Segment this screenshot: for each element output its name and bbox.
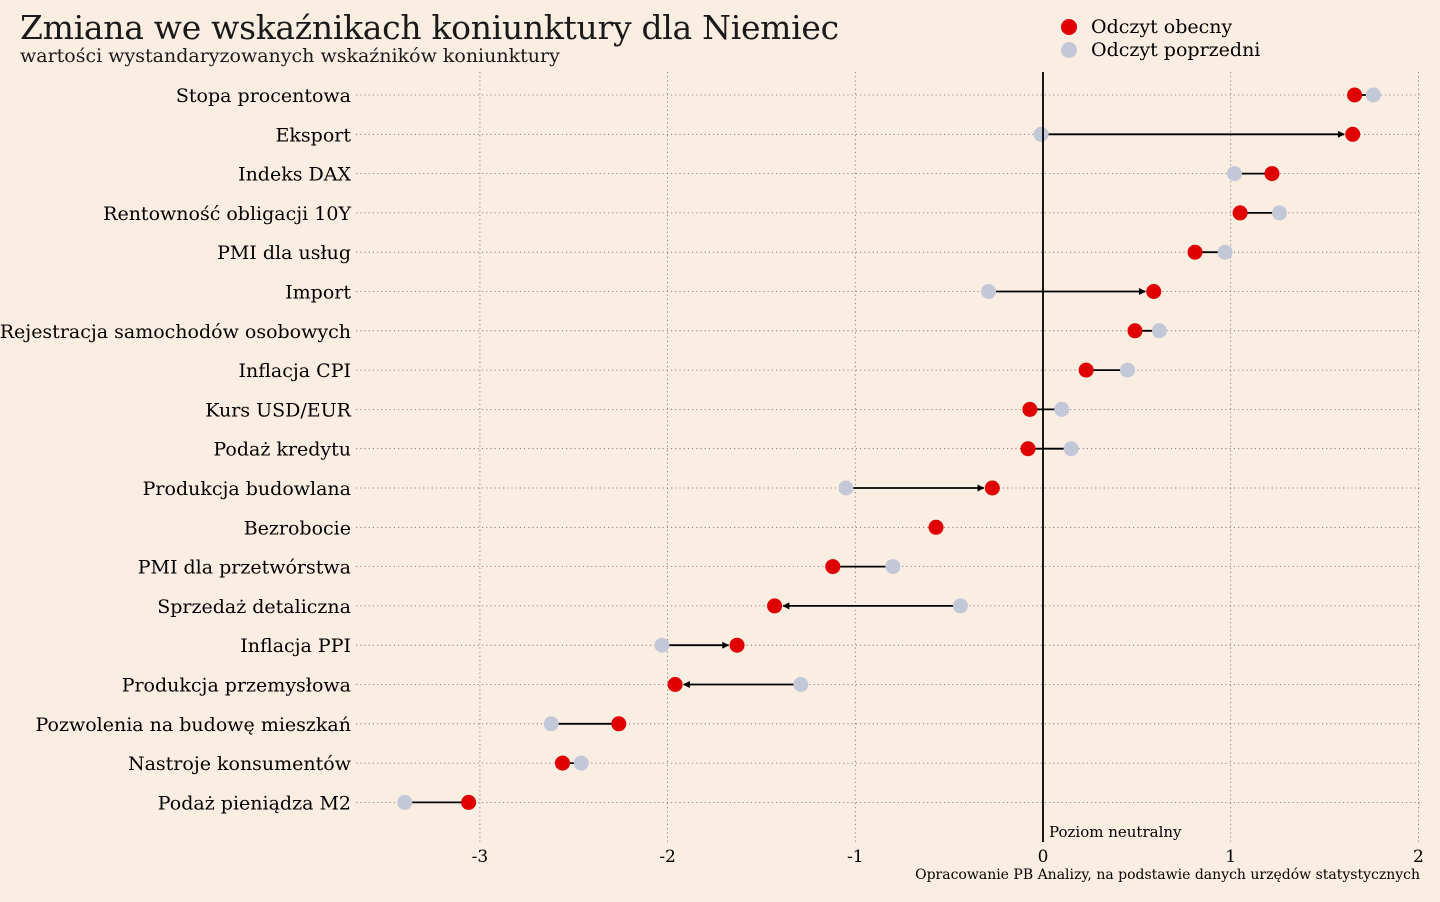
x-axis: -3 -2 -1 0 1 2 (472, 72, 1424, 867)
category-label: PMI dla usług (217, 242, 351, 264)
category-label: Sprzedaż detaliczna (157, 596, 351, 618)
category-label: Nastroje konsumentów (128, 753, 352, 775)
current-reading-point (984, 480, 1000, 496)
category-label: Podaż kredytu (213, 439, 351, 461)
x-tick-label: 2 (1413, 847, 1424, 867)
previous-reading-point (1272, 205, 1288, 221)
current-reading-point (461, 794, 477, 810)
current-reading-point (825, 559, 841, 575)
current-reading-point (1264, 166, 1280, 182)
category-label: Inflacja PPI (240, 635, 351, 657)
x-tick-label: 0 (1038, 847, 1049, 867)
category-label: Pozwolenia na budowę mieszkań (36, 714, 352, 736)
current-reading-point (729, 637, 745, 653)
current-reading-point (611, 716, 627, 732)
category-label: Rentowność obligacji 10Y (103, 203, 351, 225)
category-label: Podaż pieniądza M2 (158, 792, 351, 814)
category-label: Bezrobocie (244, 517, 351, 539)
current-reading-point (1345, 126, 1361, 142)
category-labels: Stopa procentowa Eksport Indeks DAX Rentown… (0, 85, 352, 814)
category-label: Produkcja budowlana (143, 478, 351, 500)
category-label: Indeks DAX (238, 164, 351, 186)
previous-reading-point (838, 480, 854, 496)
source-note: Opracowanie PB Analizy, na podstawie dan… (915, 867, 1420, 883)
previous-reading-point (543, 716, 559, 732)
x-tick-label: -1 (847, 847, 864, 867)
current-reading-point (554, 755, 570, 771)
previous-reading-point (1033, 126, 1049, 142)
current-reading-point (1020, 441, 1036, 457)
legend-previous-marker (1061, 42, 1077, 58)
previous-reading-point (1151, 323, 1167, 339)
previous-reading-point (1226, 166, 1242, 182)
grid (356, 72, 1420, 842)
category-label: PMI dla przetwórstwa (138, 557, 351, 579)
legend-current-label: Odczyt obecny (1091, 16, 1233, 38)
category-label: Stopa procentowa (176, 85, 351, 107)
legend-previous-label: Odczyt poprzedni (1091, 39, 1260, 61)
previous-reading-point (1054, 401, 1070, 417)
category-label: Kurs USD/EUR (205, 399, 351, 421)
current-reading-point (1078, 362, 1094, 378)
category-label: Eksport (276, 124, 352, 146)
legend: Odczyt obecny Odczyt poprzedni (1061, 16, 1260, 61)
current-reading-point (1127, 323, 1143, 339)
previous-reading-point (1365, 87, 1381, 103)
current-reading-point (767, 598, 783, 614)
previous-reading-point (573, 755, 589, 771)
legend-current-marker (1061, 19, 1077, 35)
previous-reading-point (654, 637, 670, 653)
previous-reading-point (1217, 244, 1233, 260)
chart-subtitle: wartości wystandaryzowanych wskaźników k… (20, 45, 560, 67)
previous-reading-point (1119, 362, 1135, 378)
current-reading-point (1146, 284, 1162, 299)
current-reading-point (667, 677, 683, 692)
category-label: Produkcja przemysłowa (122, 675, 351, 697)
current-reading-point (1347, 87, 1363, 103)
neutral-level-label: Poziom neutralny (1049, 823, 1182, 841)
previous-reading-point (885, 559, 901, 575)
chart-title: Zmiana we wskaźnikach koniunktury dla Ni… (20, 8, 839, 47)
x-tick-label: -2 (659, 847, 676, 867)
current-reading-point (928, 519, 944, 535)
category-label: Inflacja CPI (239, 360, 351, 382)
previous-reading-point (397, 794, 413, 810)
current-reading-point (1022, 401, 1038, 417)
x-tick-label: -3 (472, 847, 489, 867)
data-marks (397, 87, 1381, 810)
current-reading-point (1232, 205, 1248, 221)
category-label: Import (285, 282, 351, 304)
previous-reading-point (1063, 441, 1079, 457)
previous-reading-point (981, 284, 997, 299)
x-tick-label: 1 (1225, 847, 1236, 867)
category-label: Rejestracja samochodów osobowych (0, 321, 351, 343)
current-reading-point (1187, 244, 1203, 260)
previous-reading-point (952, 598, 968, 614)
previous-reading-point (793, 677, 809, 692)
